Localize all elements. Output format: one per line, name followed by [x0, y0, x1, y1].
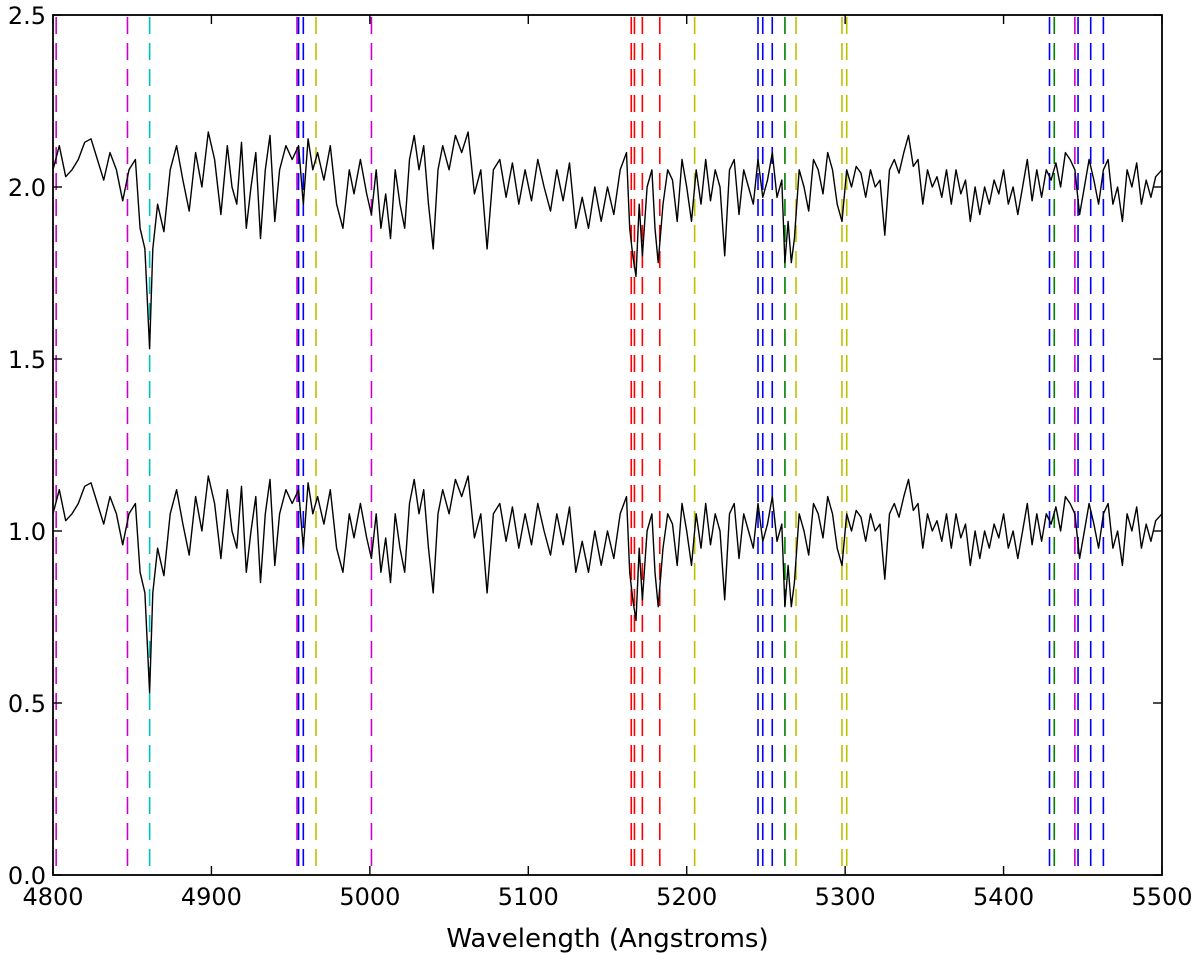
x-tick-label-6: 5400 — [973, 883, 1034, 911]
x-tick-label-1: 4900 — [181, 883, 242, 911]
marker-layer — [55, 17, 1105, 873]
y-tick-label-5: 2.5 — [8, 2, 46, 30]
y-tick-label-2: 1.0 — [8, 518, 46, 546]
plot-frame — [52, 14, 1163, 876]
x-tick-label-7: 5500 — [1131, 883, 1192, 911]
y-tick-label-3: 1.5 — [8, 346, 46, 374]
x-tick-label-5: 5300 — [815, 883, 876, 911]
x-axis-label: Wavelength (Angstroms) — [446, 924, 768, 954]
y-tick-label-0: 0.0 — [8, 862, 46, 890]
x-tick-label-0: 4800 — [22, 883, 83, 911]
spectrum-series-0 — [52, 131, 1163, 350]
x-tick-label-3: 5100 — [498, 883, 559, 911]
spectrum-series-1 — [52, 475, 1163, 694]
y-tick-label-4: 2.0 — [8, 174, 46, 202]
x-tick-label-4: 5200 — [656, 883, 717, 911]
series-layer — [52, 131, 1163, 694]
x-tick-label-2: 5000 — [339, 883, 400, 911]
y-tick-label-1: 0.5 — [8, 690, 46, 718]
axes: 4800 4900 5000 5100 5200 5300 5400 5500 0.0 0.5 1.… — [8, 2, 1193, 911]
